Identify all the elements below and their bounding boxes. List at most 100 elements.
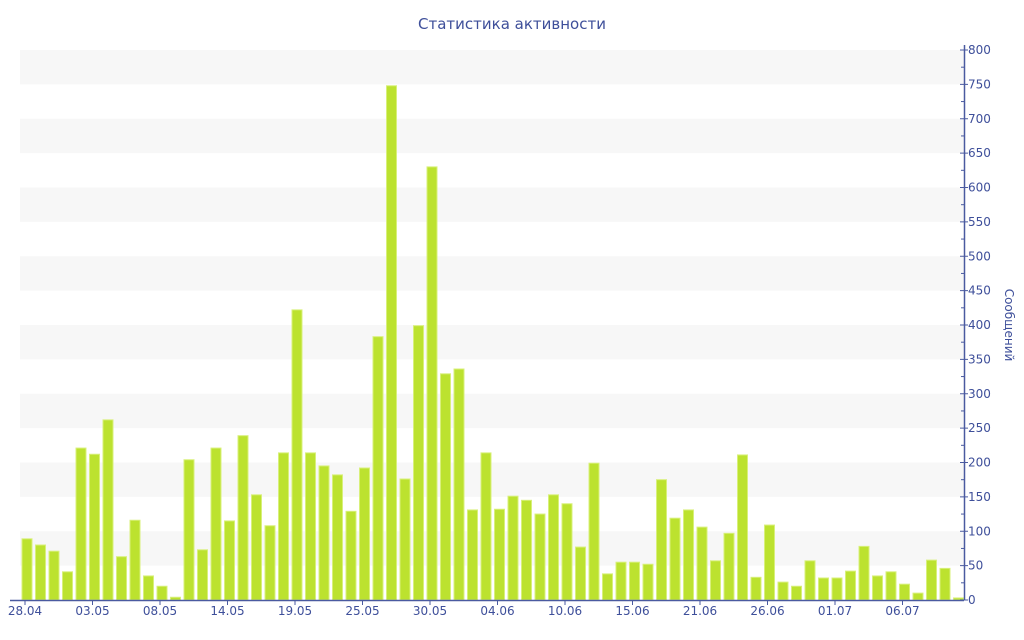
bar <box>102 419 114 601</box>
bar <box>669 517 681 601</box>
bar <box>534 513 546 601</box>
bar <box>440 373 451 601</box>
y-tick-label: 550 <box>968 215 991 229</box>
bar <box>912 592 924 601</box>
y-tick-label: 400 <box>968 318 991 332</box>
x-tick-label: 06.07 <box>885 604 919 618</box>
chart-title: Статистика активности <box>418 15 606 33</box>
x-tick-label: 26.06 <box>750 604 784 618</box>
x-tick-label: 30.05 <box>413 604 447 618</box>
y-axis-label: Сообщений <box>1002 289 1016 362</box>
bar <box>237 435 249 601</box>
bar <box>413 325 424 601</box>
y-tick-label: 350 <box>968 352 991 366</box>
grid-band <box>20 187 964 222</box>
bar <box>170 596 181 601</box>
bar <box>386 85 397 601</box>
y-tick-label: 800 <box>968 43 991 57</box>
bar <box>197 549 208 601</box>
x-tick-label: 19.05 <box>278 604 312 618</box>
y-tick-label: 650 <box>968 146 991 160</box>
grid-band <box>20 462 964 497</box>
bar <box>804 560 816 601</box>
bar <box>642 563 654 601</box>
bar <box>48 550 60 601</box>
bar <box>845 570 856 601</box>
bar <box>656 479 667 601</box>
bar <box>143 575 154 601</box>
bar <box>278 452 289 601</box>
bar <box>359 467 370 601</box>
grid-band <box>20 325 964 360</box>
bar <box>683 509 694 601</box>
bar <box>35 544 46 601</box>
bar <box>737 454 748 601</box>
y-tick-label: 300 <box>968 387 991 401</box>
bar <box>521 499 532 601</box>
bar <box>602 573 613 601</box>
bar <box>305 452 316 601</box>
bar <box>210 447 222 601</box>
x-tick-label: 25.05 <box>345 604 379 618</box>
bar <box>872 575 883 601</box>
bar <box>588 462 600 601</box>
y-tick-label: 50 <box>968 559 983 573</box>
y-tick-label: 600 <box>968 181 991 195</box>
x-tick-label: 10.06 <box>548 604 582 618</box>
bar <box>251 494 262 601</box>
grid-band <box>20 393 964 429</box>
bar <box>399 478 411 601</box>
x-tick-label: 04.06 <box>480 604 514 618</box>
bar <box>129 519 141 601</box>
y-tick-label: 100 <box>968 524 991 538</box>
y-tick-label: 250 <box>968 421 991 435</box>
bar <box>21 538 33 601</box>
bar <box>318 465 330 601</box>
bar <box>764 524 775 601</box>
y-tick-label: 700 <box>968 112 991 126</box>
bar <box>75 447 87 601</box>
bar <box>615 561 627 601</box>
bar <box>561 503 573 601</box>
bar <box>372 336 384 601</box>
bar <box>818 577 829 601</box>
bar <box>507 495 519 601</box>
bar <box>116 556 127 601</box>
bar <box>494 508 505 601</box>
x-tick-label: 08.05 <box>143 604 177 618</box>
bar <box>791 585 802 601</box>
bar <box>575 546 586 601</box>
bar <box>723 532 735 601</box>
bar <box>480 452 492 601</box>
y-tick-label: 450 <box>968 284 991 298</box>
bar <box>710 560 721 601</box>
y-tick-label: 200 <box>968 456 991 470</box>
x-tick-label: 15.06 <box>615 604 649 618</box>
grid-band <box>20 531 964 566</box>
bar <box>629 561 640 601</box>
bar <box>224 520 235 601</box>
bar <box>183 459 195 601</box>
bar <box>89 453 100 601</box>
x-tick-label: 14.05 <box>210 604 244 618</box>
bar <box>939 567 951 601</box>
bar <box>750 576 762 601</box>
x-tick-label: 28.04 <box>8 604 42 618</box>
x-tick-label: 21.06 <box>683 604 717 618</box>
y-tick-label: 150 <box>968 490 991 504</box>
bar <box>332 474 343 601</box>
bar <box>926 559 937 601</box>
x-tick-label: 03.05 <box>75 604 109 618</box>
bar <box>345 510 357 601</box>
bar <box>467 509 478 601</box>
bar <box>899 583 910 601</box>
bar <box>777 581 789 601</box>
bar <box>264 525 276 601</box>
bar <box>426 166 438 601</box>
x-tick-label: 01.07 <box>818 604 852 618</box>
bar <box>831 577 843 601</box>
grid-band <box>20 118 964 154</box>
bar <box>453 368 465 601</box>
bar <box>885 571 897 601</box>
